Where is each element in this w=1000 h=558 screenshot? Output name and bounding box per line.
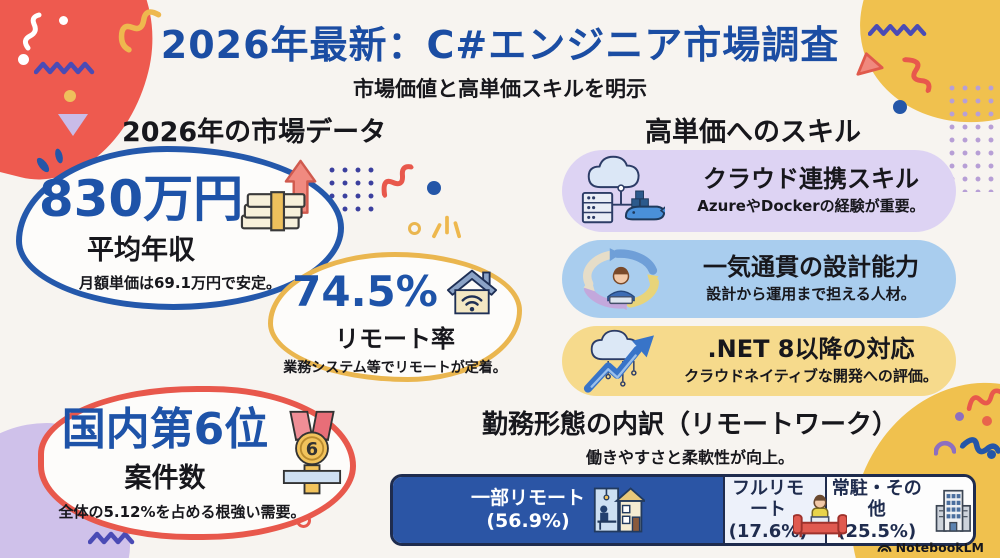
decor-red-triangle	[856, 52, 884, 76]
decor-red-squiggle	[902, 57, 932, 94]
stat-average-salary: 830万円 平均年収 月額単価は69.1万円で安定。	[16, 146, 344, 310]
segment-label: 一部リモート	[471, 487, 586, 510]
skill-card-cloud: クラウド連携スキル AzureやDockerの経験が重要。	[562, 150, 956, 232]
decor-blue-squiggle	[959, 437, 1000, 455]
salary-note: 月額単価は69.1万円で安定。	[78, 274, 281, 292]
decor-white-dot	[18, 54, 29, 65]
brand-name: NotebookLM	[895, 540, 984, 555]
decor-blue-zigzag	[34, 61, 95, 75]
segment-pct: (56.9%)	[486, 510, 570, 532]
decor-blue-teardrops	[36, 148, 63, 173]
skill-card-desc: AzureやDockerの経験が重要。	[697, 196, 925, 215]
segment-label: 常駐・その他	[831, 477, 922, 521]
skill-card-title: クラウド連携スキル	[703, 165, 919, 194]
decor-purple-arc	[934, 440, 956, 456]
header: 2026年最新：C#エンジニア市場調査 市場価値と高単価スキルを明示	[100, 14, 900, 103]
segment-pct: (25.5%)	[837, 520, 917, 542]
page-subtitle: 市場価値と高単価スキルを明示	[353, 77, 647, 101]
cloud-growth-arrow-icon	[562, 328, 680, 394]
remote-note: 業務システム等でリモートが定着。	[283, 360, 507, 376]
home-desk-icon	[593, 487, 646, 533]
decor-purple-triangle	[58, 114, 88, 136]
decor-blue-dot	[893, 100, 907, 114]
skill-card-title: .NET 8以降の対応	[707, 335, 915, 364]
decor-purple-dot-grid	[948, 84, 1000, 192]
skill-card-title: 一気通貫の設計能力	[703, 253, 919, 282]
page-title: 2026年最新：C#エンジニア市場調査	[160, 23, 840, 67]
decor-blue-dot	[987, 450, 996, 459]
skill-cards: クラウド連携スキル AzureやDockerの経験が重要。	[562, 150, 956, 404]
decor-purple-dot	[955, 412, 964, 421]
decor-red-squiggle	[966, 388, 1000, 412]
market-heading: 2026年の市場データ	[122, 117, 387, 148]
medal-icon: 6	[282, 410, 342, 495]
rank-note: 全体の5.12%を占める根強い需要。	[58, 503, 306, 521]
workstyle-heading: 勤務形態の内訳（リモートワーク）	[481, 410, 898, 440]
skill-card-design: 一気通貫の設計能力 設計から運用まで担える人材。	[562, 240, 956, 318]
decor-blue-dot	[427, 181, 441, 195]
decor-white-squiggle	[22, 12, 42, 51]
decor-yellow-ring	[408, 222, 421, 235]
money-stack-arrow-icon	[240, 159, 317, 232]
workstyle-subtitle: 働きやすさと柔軟性が向上。	[585, 448, 794, 467]
decor-yellow-dot	[64, 90, 76, 102]
salary-label: 平均年収	[87, 235, 195, 266]
cloud-server-docker-icon	[562, 153, 680, 229]
decor-blue-zigzag	[88, 531, 135, 545]
workstyle-stacked-bar: 一部リモート (56.9%) フルリモート (17.6%)	[390, 474, 976, 546]
salary-value: 830万円	[38, 170, 244, 228]
sofa-laptop-icon	[792, 493, 849, 543]
stat-domestic-rank: 国内第6位 案件数 全体の5.12%を占める根強い需要。 6	[38, 386, 356, 540]
house-wifi-icon	[446, 269, 497, 315]
remote-value: 74.5%	[292, 267, 438, 316]
segment-pct: (17.6%)	[728, 520, 808, 542]
decor-white-dot	[59, 16, 68, 25]
skill-card-dotnet: .NET 8以降の対応 クラウドネイティブな開発への評価。	[562, 326, 956, 396]
notebooklm-brand: NotebookLM	[877, 540, 984, 555]
decor-red-squiggle	[381, 164, 414, 198]
decor-blue-zigzag	[868, 23, 927, 37]
skills-heading: 高単価へのスキル	[645, 117, 861, 148]
stat-remote-rate: 74.5% リモート率 業務システム等でリモートが定着。	[268, 252, 522, 382]
decor-orange-dot	[982, 416, 992, 426]
dev-cycle-icon	[562, 245, 680, 313]
bar-segment-full-remote: フルリモート (17.6%)	[723, 477, 849, 543]
bar-segment-onsite-other: 常駐・その他 (25.5%)	[825, 477, 973, 543]
office-building-icon	[936, 489, 972, 532]
skill-card-desc: 設計から運用まで担える人材。	[706, 284, 916, 303]
decor-yellow-sparkle	[432, 215, 461, 239]
bar-segment-partial-remote: 一部リモート (56.9%)	[393, 477, 724, 543]
decor-yellow-squiggle	[118, 9, 162, 53]
segment-label: フルリモート	[732, 477, 805, 521]
skill-card-desc: クラウドネイティブな開発への評価。	[684, 366, 938, 385]
notebooklm-icon	[877, 544, 892, 552]
rank-value: 国内第6位	[61, 404, 269, 455]
medal-number: 6	[306, 439, 318, 460]
rank-label: 案件数	[124, 463, 206, 494]
remote-label: リモート率	[335, 325, 455, 353]
